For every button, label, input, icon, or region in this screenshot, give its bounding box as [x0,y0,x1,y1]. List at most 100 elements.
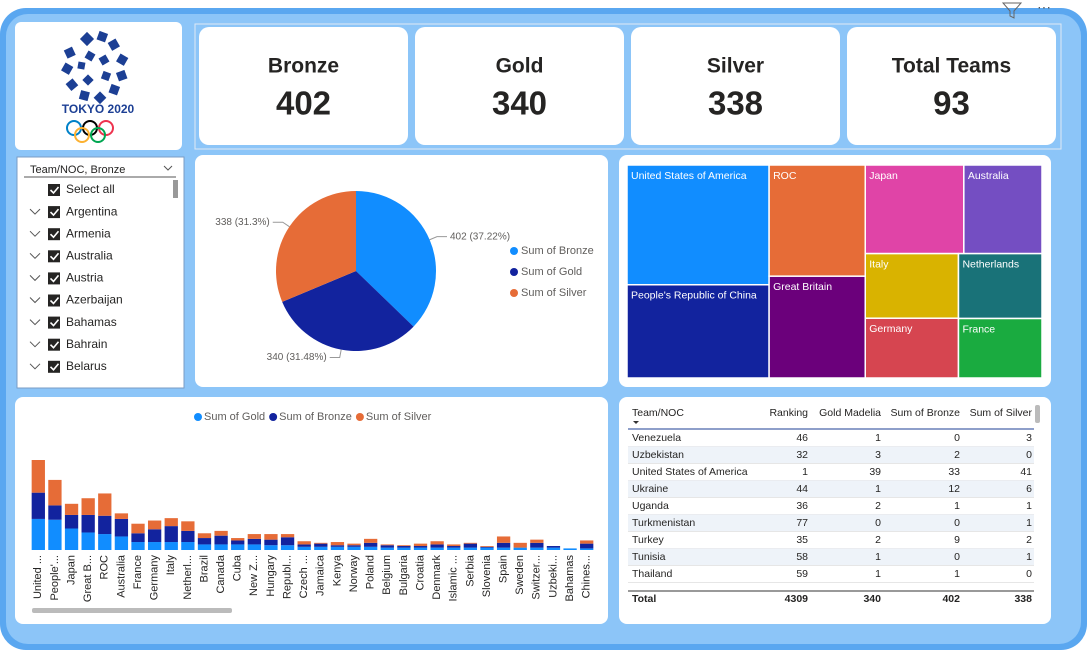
legend-label[interactable]: Sum of Silver [366,411,432,423]
bar-segment[interactable] [197,544,212,550]
checkbox[interactable] [48,360,60,373]
bar-segment[interactable] [31,460,45,493]
slicer-item[interactable]: Argentina [66,204,118,218]
bar-segment[interactable] [48,519,62,550]
bar-segment[interactable] [580,540,594,544]
bar-segment[interactable] [264,545,278,550]
checkbox[interactable] [48,250,60,263]
bar-segment[interactable] [280,537,295,546]
bar-segment[interactable] [297,546,311,550]
checkbox[interactable] [48,206,60,219]
bar-segment[interactable] [530,539,544,543]
slicer-item[interactable]: Armenia [66,226,111,240]
treemap-tile[interactable] [957,252,1043,320]
expand-chevron[interactable] [29,363,41,370]
bar-segment[interactable] [31,492,45,519]
slicer-item[interactable]: Select all [66,182,115,196]
bar-segment[interactable] [364,542,378,547]
bar-segment[interactable] [181,542,195,550]
bar-segment[interactable] [580,548,594,550]
column-header[interactable]: Gold Madelia [819,407,881,419]
bar-segment[interactable] [48,505,62,520]
bar-segment[interactable] [314,543,328,547]
bar-segment[interactable] [98,493,112,516]
bar-segment[interactable] [397,545,411,547]
bar-segment[interactable] [430,541,444,545]
more-options[interactable]: ··· [1037,0,1051,15]
bar-segment[interactable] [480,546,494,547]
bar-segment[interactable] [164,518,178,527]
bar-segment[interactable] [480,546,494,548]
bar-segment[interactable] [214,535,228,545]
bar-segment[interactable] [297,541,311,545]
bar-segment[interactable] [48,479,62,506]
expand-chevron[interactable] [29,208,41,215]
checkbox[interactable] [48,294,60,307]
bar-segment[interactable] [496,536,511,543]
bar-segment[interactable] [164,526,178,543]
bar-segment[interactable] [413,543,428,547]
bar-segment[interactable] [114,518,129,537]
expand-chevron[interactable] [29,341,41,348]
bar-segment[interactable] [164,542,178,550]
checkbox[interactable] [48,316,60,329]
bar-segment[interactable] [480,547,494,550]
bar-segment[interactable] [280,534,295,538]
bar-segment[interactable] [231,544,245,550]
bar-segment[interactable] [380,545,394,548]
checkbox[interactable] [48,338,60,351]
bar-segment[interactable] [81,514,95,533]
bar-segment[interactable] [231,540,245,545]
bar-segment[interactable] [463,543,478,548]
checkbox[interactable] [48,228,60,241]
legend-label[interactable]: Sum of Gold [204,411,265,423]
bar-segment[interactable] [280,545,295,550]
expand-chevron[interactable] [29,230,41,237]
slicer-item[interactable]: Bahrain [66,337,107,351]
slicer-item[interactable]: Belarus [66,359,107,373]
bar-segment[interactable] [64,514,79,529]
bar-segment[interactable] [380,547,394,550]
bar-segment[interactable] [347,546,361,550]
bar-segment[interactable] [380,544,394,546]
bar-segment[interactable] [580,543,594,549]
legend-label[interactable]: Sum of Gold [521,266,582,278]
treemap-tile[interactable] [626,164,770,286]
filter-icon[interactable] [1001,2,1023,19]
bar-segment[interactable] [513,542,527,548]
legend-label[interactable]: Sum of Bronze [279,411,352,423]
bar-segment[interactable] [197,538,212,545]
bar-segment[interactable] [131,542,145,550]
slicer-item[interactable]: Azerbaijan [66,293,123,307]
bar-segment[interactable] [181,530,195,543]
bar-segment[interactable] [546,547,561,550]
expand-chevron[interactable] [29,297,41,304]
legend-label[interactable]: Sum of Bronze [521,245,594,257]
column-header[interactable]: Ranking [769,407,808,419]
treemap-tile[interactable] [864,252,960,319]
slicer-dropdown[interactable] [163,165,173,171]
bar-segment[interactable] [214,544,228,550]
bar-segment[interactable] [330,542,345,546]
bar-segment[interactable] [530,542,544,548]
bar-segment[interactable] [197,533,212,539]
checkbox[interactable] [48,184,60,196]
bar-segment[interactable] [314,546,328,550]
bar-segment[interactable] [247,538,261,545]
bar-segment[interactable] [530,547,544,550]
bar-segment[interactable] [463,542,478,544]
column-header[interactable]: Sum of Bronze [891,407,961,419]
bar-segment[interactable] [513,547,527,550]
column-header[interactable]: Sum of Silver [970,407,1033,419]
slicer-item[interactable]: Austria [66,271,104,285]
treemap-tile[interactable] [957,317,1043,379]
bar-segment[interactable] [397,546,411,548]
bar-segment[interactable] [496,547,511,550]
expand-chevron[interactable] [29,275,41,282]
bar-segment[interactable] [297,544,311,547]
bar-segment[interactable] [447,546,461,548]
bar-segment[interactable] [147,542,162,550]
bar-segment[interactable] [131,523,145,534]
bar-segment[interactable] [430,544,444,548]
bar-segment[interactable] [214,530,228,536]
